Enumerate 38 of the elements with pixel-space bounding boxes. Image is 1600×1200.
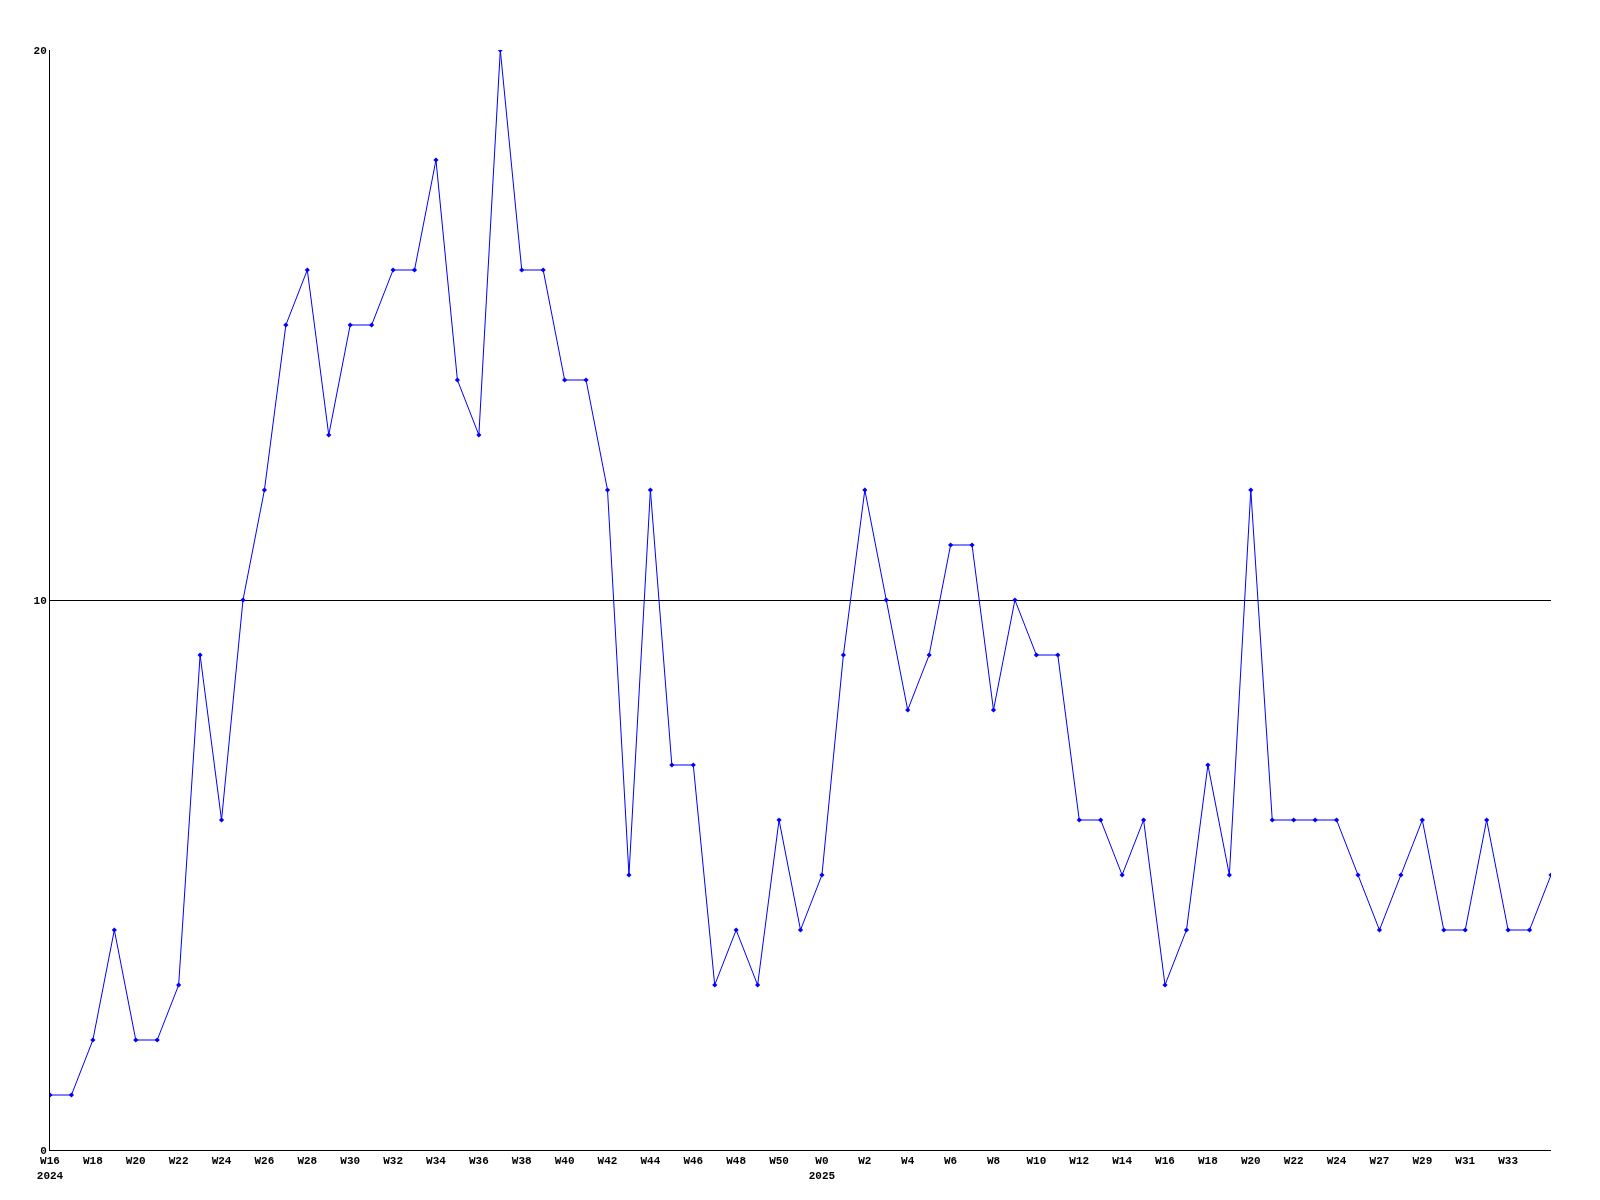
x-tick-label: W16 2024	[36, 1155, 64, 1182]
x-tick-label: W24	[211, 1155, 232, 1168]
x-tick-label: W18	[1198, 1155, 1219, 1168]
x-tick-label: W6	[944, 1155, 958, 1168]
x-tick-label: W0 2025	[808, 1155, 836, 1182]
x-tick-label: W16	[1155, 1155, 1175, 1168]
x-tick-label: W33	[1498, 1155, 1519, 1168]
x-tick-label: W40	[554, 1155, 575, 1168]
x-tick-label: W14	[1112, 1155, 1133, 1168]
y-tick-label: 0	[40, 1144, 47, 1157]
x-tick-label: W48	[726, 1155, 747, 1168]
x-tick-label: W38	[511, 1155, 533, 1168]
x-tick-label: W46	[683, 1155, 704, 1168]
x-tick-label: W8	[986, 1155, 1001, 1168]
x-tick-label: W12	[1069, 1155, 1090, 1168]
x-tick-label: W24	[1326, 1155, 1347, 1168]
x-tick-label: W44	[640, 1155, 661, 1168]
x-tick-label: W10	[1026, 1155, 1047, 1168]
x-tick-label: W20	[1240, 1155, 1261, 1168]
x-tick-label: W22	[168, 1155, 189, 1168]
x-tick-label: W34	[426, 1155, 447, 1168]
x-tick-label: W22	[1283, 1155, 1304, 1168]
x-tick-label: W26	[254, 1155, 275, 1168]
x-tick-label: W4	[901, 1155, 915, 1168]
x-tick-label: W36	[468, 1155, 489, 1168]
x-tick-label: W28	[297, 1155, 318, 1168]
x-tick-label: W42	[597, 1155, 618, 1168]
x-tick-label: W20	[125, 1155, 146, 1168]
x-tick-label: W27	[1369, 1155, 1390, 1168]
x-tick-label: W18	[82, 1155, 104, 1168]
x-tick-label: W30	[340, 1155, 361, 1168]
x-tick-label: W2	[858, 1155, 872, 1168]
x-tick-label: W32	[383, 1155, 403, 1168]
x-tick-label: W29	[1412, 1155, 1433, 1168]
y-tick-label: 10	[33, 594, 47, 607]
x-tick-label: W50	[769, 1155, 789, 1168]
y-tick-label: 20	[33, 44, 47, 57]
x-tick-label: W31	[1455, 1155, 1476, 1168]
